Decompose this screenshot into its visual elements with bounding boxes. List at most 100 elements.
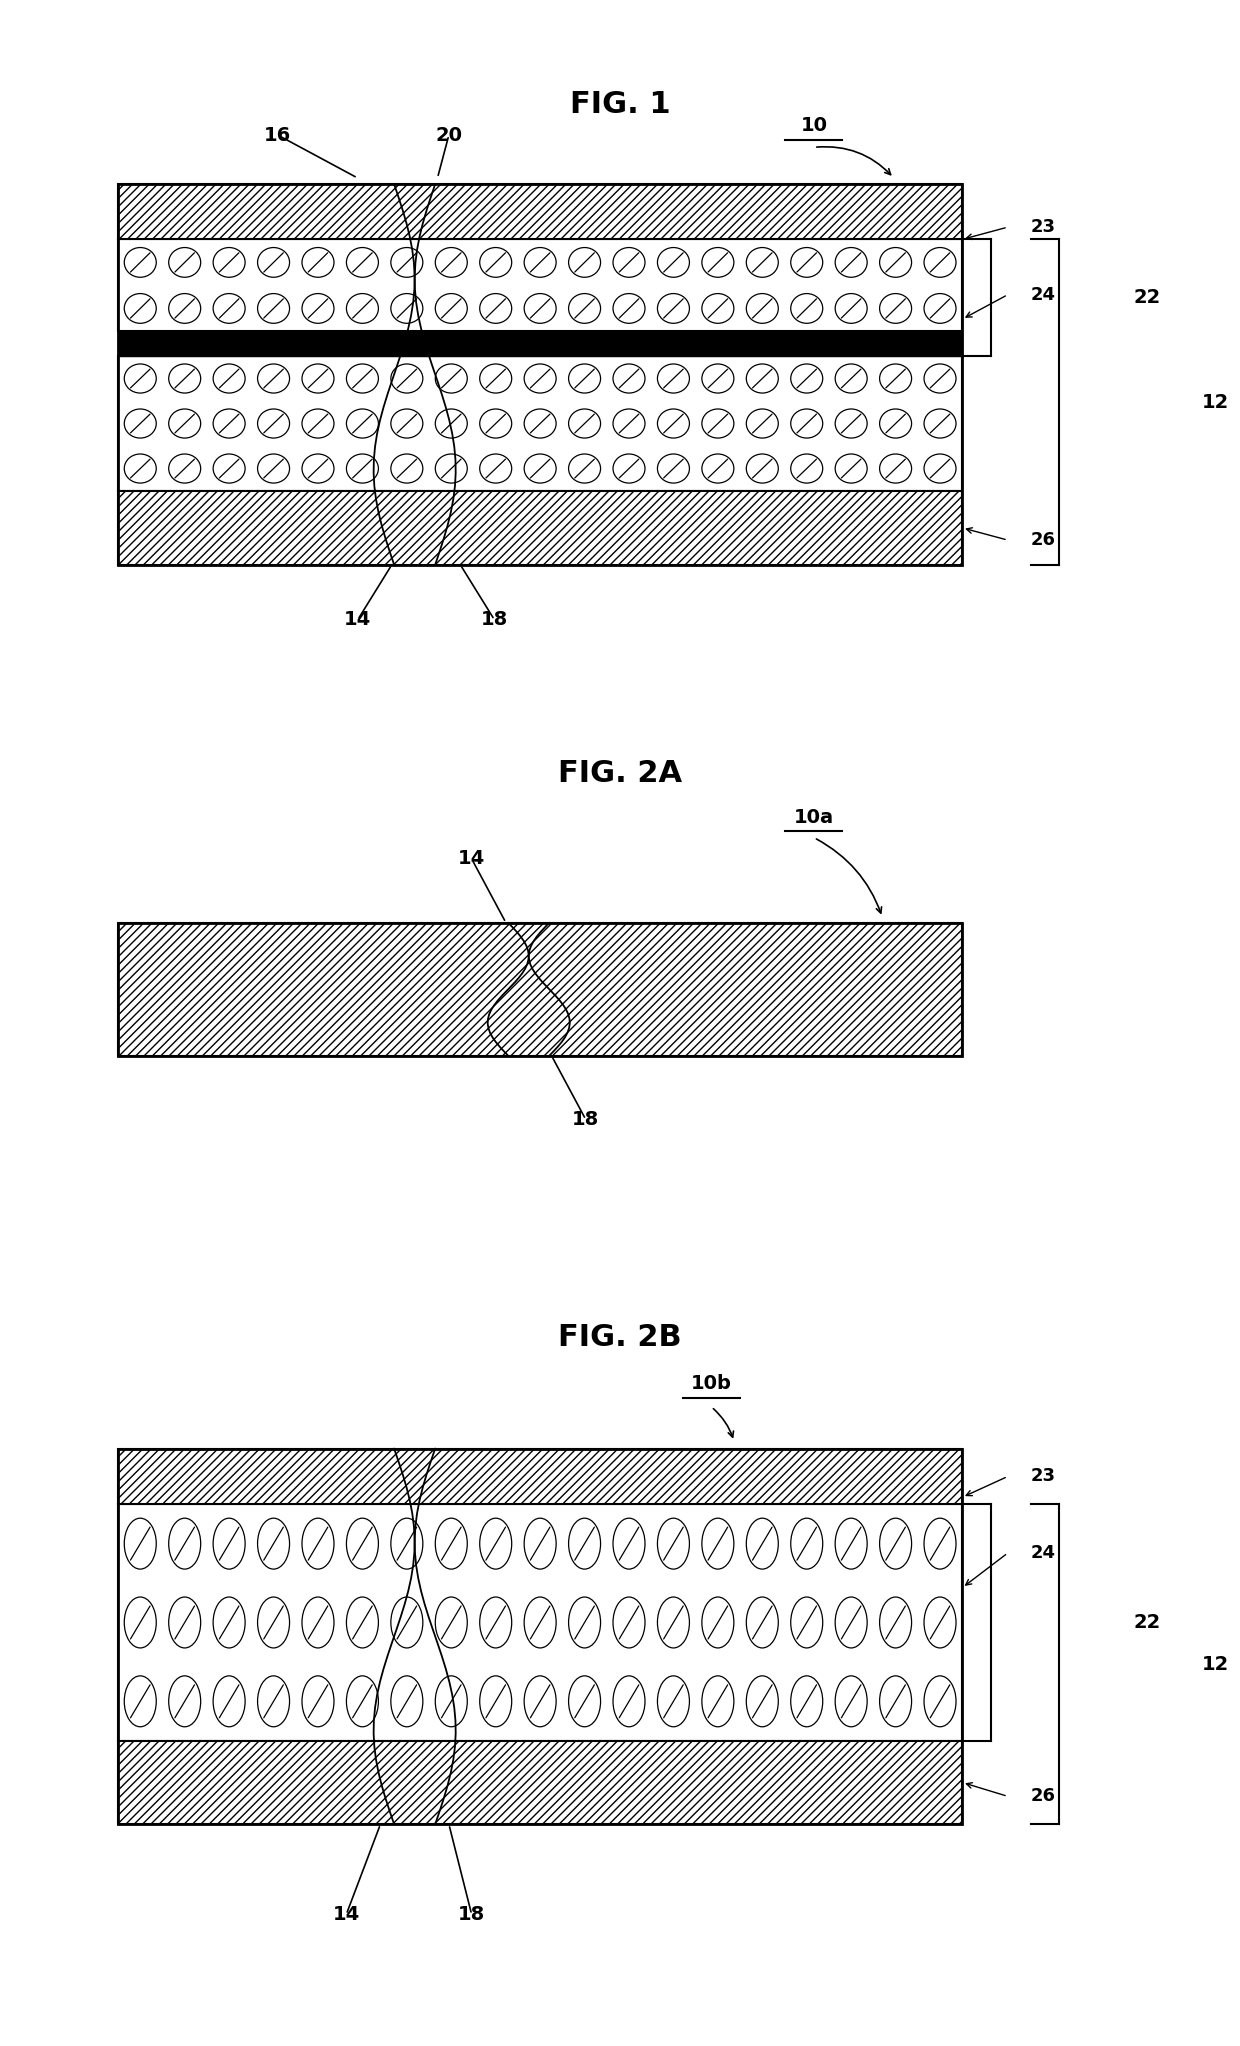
Ellipse shape xyxy=(702,454,734,483)
Ellipse shape xyxy=(791,454,822,483)
Ellipse shape xyxy=(124,1676,156,1727)
Bar xyxy=(118,1449,962,1504)
Ellipse shape xyxy=(613,1598,645,1647)
Ellipse shape xyxy=(346,248,378,278)
Ellipse shape xyxy=(924,293,956,323)
Ellipse shape xyxy=(746,1518,779,1569)
Ellipse shape xyxy=(124,293,156,323)
Bar xyxy=(118,1741,962,1825)
Text: 12: 12 xyxy=(1202,1655,1229,1674)
Ellipse shape xyxy=(124,364,156,393)
Ellipse shape xyxy=(924,409,956,438)
Ellipse shape xyxy=(613,248,645,278)
Ellipse shape xyxy=(480,1676,512,1727)
Ellipse shape xyxy=(124,1518,156,1569)
Ellipse shape xyxy=(435,364,467,393)
Ellipse shape xyxy=(924,1598,956,1647)
Ellipse shape xyxy=(746,454,779,483)
Ellipse shape xyxy=(525,409,556,438)
Ellipse shape xyxy=(480,409,512,438)
Bar xyxy=(118,491,962,565)
Ellipse shape xyxy=(303,409,334,438)
Ellipse shape xyxy=(569,409,600,438)
Text: 23: 23 xyxy=(1030,219,1055,235)
Text: 26: 26 xyxy=(1030,532,1055,548)
Ellipse shape xyxy=(303,364,334,393)
Ellipse shape xyxy=(258,454,290,483)
Text: 22: 22 xyxy=(1133,1612,1161,1633)
Ellipse shape xyxy=(613,454,645,483)
Ellipse shape xyxy=(924,1676,956,1727)
Ellipse shape xyxy=(879,1518,911,1569)
Ellipse shape xyxy=(746,1598,779,1647)
Ellipse shape xyxy=(613,364,645,393)
Ellipse shape xyxy=(569,293,600,323)
Ellipse shape xyxy=(258,364,290,393)
Ellipse shape xyxy=(879,409,911,438)
Ellipse shape xyxy=(657,409,689,438)
Ellipse shape xyxy=(124,248,156,278)
Text: FIG. 1: FIG. 1 xyxy=(569,90,671,119)
Ellipse shape xyxy=(480,454,512,483)
Ellipse shape xyxy=(169,248,201,278)
Ellipse shape xyxy=(258,1518,290,1569)
Text: 24: 24 xyxy=(1030,286,1055,303)
Ellipse shape xyxy=(480,1598,512,1647)
Ellipse shape xyxy=(836,1518,867,1569)
Ellipse shape xyxy=(213,293,246,323)
Ellipse shape xyxy=(391,409,423,438)
Ellipse shape xyxy=(924,364,956,393)
Ellipse shape xyxy=(258,293,290,323)
Ellipse shape xyxy=(213,1518,246,1569)
Text: 14: 14 xyxy=(458,849,485,868)
Text: 14: 14 xyxy=(332,1905,360,1923)
Ellipse shape xyxy=(879,364,911,393)
Ellipse shape xyxy=(879,454,911,483)
Ellipse shape xyxy=(346,364,378,393)
Ellipse shape xyxy=(480,248,512,278)
Ellipse shape xyxy=(569,1676,600,1727)
Bar xyxy=(118,331,962,356)
Ellipse shape xyxy=(657,364,689,393)
Ellipse shape xyxy=(746,1676,779,1727)
Ellipse shape xyxy=(391,454,423,483)
Bar xyxy=(118,923,962,1056)
Ellipse shape xyxy=(346,1676,378,1727)
Ellipse shape xyxy=(702,1676,734,1727)
Ellipse shape xyxy=(124,409,156,438)
Ellipse shape xyxy=(613,409,645,438)
Bar xyxy=(118,184,962,565)
Ellipse shape xyxy=(169,1676,201,1727)
Ellipse shape xyxy=(746,409,779,438)
Ellipse shape xyxy=(791,248,822,278)
Ellipse shape xyxy=(525,364,556,393)
Ellipse shape xyxy=(702,1598,734,1647)
Ellipse shape xyxy=(213,1676,246,1727)
Bar xyxy=(118,239,962,331)
Ellipse shape xyxy=(391,248,423,278)
Ellipse shape xyxy=(346,409,378,438)
Ellipse shape xyxy=(525,1676,556,1727)
Ellipse shape xyxy=(924,248,956,278)
Ellipse shape xyxy=(435,409,467,438)
Ellipse shape xyxy=(303,1518,334,1569)
Ellipse shape xyxy=(836,409,867,438)
Text: 10a: 10a xyxy=(794,808,835,827)
Ellipse shape xyxy=(346,1598,378,1647)
Text: 14: 14 xyxy=(343,610,371,630)
Ellipse shape xyxy=(258,409,290,438)
Ellipse shape xyxy=(435,293,467,323)
Ellipse shape xyxy=(169,454,201,483)
Ellipse shape xyxy=(836,1598,867,1647)
Ellipse shape xyxy=(791,409,822,438)
Text: 22: 22 xyxy=(1133,288,1161,307)
Ellipse shape xyxy=(391,1518,423,1569)
Ellipse shape xyxy=(303,454,334,483)
Ellipse shape xyxy=(435,454,467,483)
Ellipse shape xyxy=(213,1598,246,1647)
Ellipse shape xyxy=(480,364,512,393)
Text: 23: 23 xyxy=(1030,1467,1055,1485)
Ellipse shape xyxy=(525,293,556,323)
Ellipse shape xyxy=(480,293,512,323)
Text: 10: 10 xyxy=(801,117,827,135)
